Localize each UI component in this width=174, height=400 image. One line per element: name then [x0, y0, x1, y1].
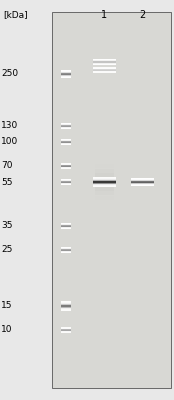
Bar: [95, 187, 114, 191]
Bar: [93, 177, 116, 178]
Bar: [61, 307, 71, 308]
Bar: [61, 308, 71, 309]
Bar: [93, 181, 116, 182]
Bar: [95, 182, 114, 186]
Bar: [61, 301, 71, 302]
Bar: [95, 178, 114, 182]
Bar: [95, 192, 114, 196]
Text: 130: 130: [1, 122, 18, 130]
Bar: [61, 306, 71, 307]
Text: 35: 35: [1, 222, 12, 230]
Bar: [61, 305, 71, 306]
Bar: [93, 180, 116, 181]
Text: 70: 70: [1, 162, 12, 170]
Bar: [52, 12, 171, 388]
Bar: [95, 196, 114, 200]
Bar: [93, 183, 116, 184]
Bar: [95, 168, 114, 172]
Bar: [93, 182, 116, 183]
Bar: [61, 302, 71, 303]
Text: 1: 1: [101, 10, 108, 20]
Text: 15: 15: [1, 302, 12, 310]
Text: 250: 250: [1, 70, 18, 78]
Bar: [95, 164, 114, 168]
Text: 25: 25: [1, 246, 12, 254]
Text: 10: 10: [1, 326, 12, 334]
Text: 2: 2: [140, 10, 146, 20]
Bar: [61, 303, 71, 304]
Bar: [61, 302, 71, 303]
Bar: [95, 173, 114, 177]
Bar: [93, 185, 116, 186]
Bar: [61, 306, 71, 307]
Bar: [61, 310, 71, 311]
Bar: [93, 182, 116, 183]
Bar: [93, 181, 116, 182]
Bar: [61, 304, 71, 305]
Bar: [61, 309, 71, 310]
Bar: [93, 184, 116, 185]
Bar: [93, 178, 116, 179]
Bar: [61, 305, 71, 306]
Text: [kDa]: [kDa]: [3, 10, 28, 19]
Bar: [61, 309, 71, 310]
Bar: [93, 178, 116, 179]
Bar: [93, 179, 116, 180]
Bar: [93, 185, 116, 186]
Text: 100: 100: [1, 138, 18, 146]
Text: 55: 55: [1, 178, 12, 186]
Bar: [93, 186, 116, 187]
